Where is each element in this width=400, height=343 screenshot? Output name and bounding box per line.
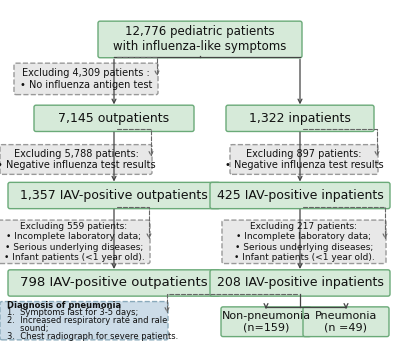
Text: Pneumonia
(n =49): Pneumonia (n =49): [315, 311, 377, 332]
Text: 425 IAV-positive inpatients: 425 IAV-positive inpatients: [217, 189, 383, 202]
FancyBboxPatch shape: [221, 307, 311, 336]
Text: Excluding 4,309 patients :
• No influenza antigen test: Excluding 4,309 patients : • No influenz…: [20, 68, 152, 90]
FancyBboxPatch shape: [222, 220, 386, 263]
Text: Diagnosis of pneumonia: Diagnosis of pneumonia: [7, 300, 121, 310]
FancyBboxPatch shape: [0, 145, 152, 174]
Text: 12,776 pediatric patients
with influenza-like symptoms: 12,776 pediatric patients with influenza…: [113, 25, 287, 54]
Text: Excluding 5,788 patients:
• Negative influenza test results: Excluding 5,788 patients: • Negative inf…: [0, 149, 155, 170]
FancyBboxPatch shape: [226, 105, 374, 131]
FancyBboxPatch shape: [303, 307, 389, 336]
Text: 3.  Chest radiograph for severe patients.: 3. Chest radiograph for severe patients.: [7, 332, 178, 341]
FancyBboxPatch shape: [230, 145, 378, 174]
FancyBboxPatch shape: [98, 21, 302, 58]
Text: 208 IAV-positive inpatients: 208 IAV-positive inpatients: [216, 276, 384, 289]
FancyBboxPatch shape: [0, 220, 150, 263]
FancyBboxPatch shape: [8, 182, 220, 209]
Text: 1,357 IAV-positive outpatients: 1,357 IAV-positive outpatients: [20, 189, 208, 202]
Text: Excluding 897 patients:
• Negative influenza test results: Excluding 897 patients: • Negative influ…: [225, 149, 383, 170]
FancyBboxPatch shape: [210, 182, 390, 209]
Text: Non-pneumonia
(n=159): Non-pneumonia (n=159): [222, 311, 310, 332]
Text: 798 IAV-positive outpatients: 798 IAV-positive outpatients: [20, 276, 208, 289]
FancyBboxPatch shape: [0, 301, 168, 340]
Text: sound;: sound;: [7, 324, 48, 333]
FancyBboxPatch shape: [8, 270, 220, 296]
Text: 7,145 outpatients: 7,145 outpatients: [58, 112, 170, 125]
Text: Excluding 217 patients:
• Incomplete laboratory data;
• Serious underlying disea: Excluding 217 patients: • Incomplete lab…: [234, 222, 374, 262]
Text: 1.  Symptoms last for 3-5 days;: 1. Symptoms last for 3-5 days;: [7, 308, 138, 317]
FancyBboxPatch shape: [210, 270, 390, 296]
Text: 2.  Increased respiratory rate and rale: 2. Increased respiratory rate and rale: [7, 316, 167, 325]
FancyBboxPatch shape: [14, 63, 158, 95]
Text: Excluding 559 patients:
• Incomplete laboratory data;
• Serious underlying disea: Excluding 559 patients: • Incomplete lab…: [4, 222, 144, 262]
FancyBboxPatch shape: [34, 105, 194, 131]
Text: 1,322 inpatients: 1,322 inpatients: [249, 112, 351, 125]
